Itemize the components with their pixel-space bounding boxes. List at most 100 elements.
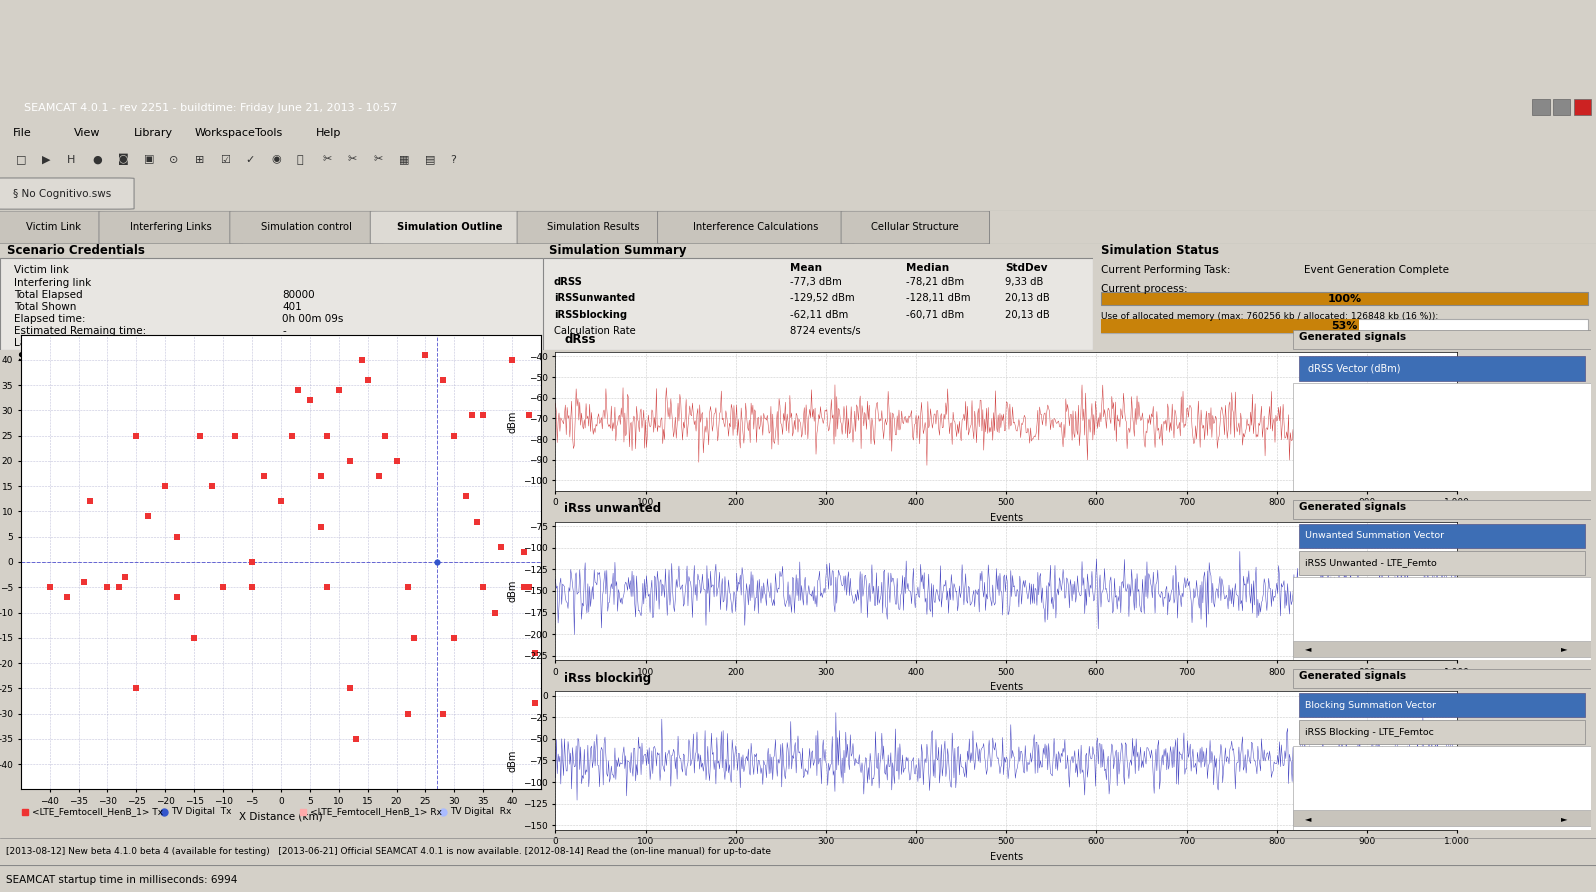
Point: [136, 509, 161, 524]
Text: Interference Calculations: Interference Calculations: [693, 222, 819, 232]
Text: iRSSblocking: iRSSblocking: [554, 310, 627, 319]
Bar: [1299, 721, 1585, 745]
Point: [383, 454, 409, 468]
Bar: [1293, 810, 1591, 826]
Text: Library: Library: [134, 128, 174, 137]
Text: ◉: ◉: [271, 154, 281, 165]
Text: iRSS Blocking - LTE_Femtoc: iRSS Blocking - LTE_Femtoc: [1304, 728, 1433, 737]
Point: [326, 383, 351, 397]
Text: Workspace: Workspace: [195, 128, 255, 137]
Text: -60,71 dBm: -60,71 dBm: [907, 310, 964, 319]
Point: [286, 383, 311, 397]
Text: Tools: Tools: [255, 128, 282, 137]
Text: ☑: ☑: [220, 154, 230, 165]
Bar: [1293, 500, 1591, 519]
Text: 80000: 80000: [282, 290, 314, 300]
Text: § No Cognitivo.sws: § No Cognitivo.sws: [13, 188, 112, 199]
Point: [182, 631, 207, 645]
Point: [396, 580, 421, 594]
Text: Interfering link: Interfering link: [13, 277, 91, 287]
Text: -129,52 dBm: -129,52 dBm: [790, 293, 855, 303]
Bar: [1299, 551, 1585, 575]
Text: 0h 00m 09s: 0h 00m 09s: [282, 314, 343, 324]
Point: [54, 591, 80, 605]
Point: [471, 580, 496, 594]
Point: [522, 697, 547, 711]
Text: View: View: [73, 128, 101, 137]
Point: [429, 706, 455, 721]
Text: ▤: ▤: [425, 154, 436, 165]
Point: [337, 681, 362, 696]
Bar: [1299, 524, 1585, 548]
Text: Cellular Structure: Cellular Structure: [871, 222, 959, 232]
Point: [522, 646, 547, 660]
Point: [187, 428, 212, 442]
FancyBboxPatch shape: [370, 211, 530, 244]
Text: 401: 401: [282, 301, 302, 312]
FancyBboxPatch shape: [0, 258, 543, 350]
Text: ✓: ✓: [246, 154, 255, 165]
Point: [279, 428, 305, 442]
Text: -: -: [282, 326, 286, 336]
FancyBboxPatch shape: [517, 211, 670, 244]
Bar: [1553, 99, 1570, 115]
Y-axis label: dBm: dBm: [508, 580, 517, 602]
Point: [314, 580, 340, 594]
Point: [123, 681, 148, 696]
FancyBboxPatch shape: [99, 211, 243, 244]
Bar: [1293, 746, 1591, 830]
Text: StdDev: StdDev: [1005, 263, 1047, 273]
Text: Mean: Mean: [790, 263, 822, 273]
Point: [511, 580, 536, 594]
Point: [482, 606, 508, 620]
Point: [442, 631, 468, 645]
Bar: [1299, 693, 1585, 717]
Point: [308, 469, 334, 483]
Text: ⬛: ⬛: [297, 154, 303, 165]
Text: 100%: 100%: [1328, 293, 1361, 303]
Point: [112, 570, 137, 584]
Point: [425, 555, 450, 569]
Text: ◄: ◄: [1304, 814, 1312, 822]
Point: [401, 631, 426, 645]
Bar: [1101, 292, 1588, 305]
Point: [350, 352, 375, 367]
Text: Use of allocated memory (max: 760256 kb / allocated: 126848 kb (16 %)):: Use of allocated memory (max: 760256 kb …: [1101, 312, 1438, 321]
Text: 9,33 dB: 9,33 dB: [1005, 277, 1044, 287]
Text: □: □: [16, 154, 27, 165]
Text: dRSS: dRSS: [554, 277, 583, 287]
Text: 8724 events/s: 8724 events/s: [790, 326, 862, 336]
Text: Simulation control: Simulation control: [262, 222, 351, 232]
Point: [239, 555, 265, 569]
Point: [164, 591, 190, 605]
Text: Generated signals: Generated signals: [1299, 332, 1406, 343]
Bar: [1101, 319, 1360, 333]
Point: [488, 540, 514, 554]
Text: Victim link: Victim link: [13, 266, 69, 276]
Text: ●: ●: [93, 154, 102, 165]
Y-axis label: dBm: dBm: [508, 749, 517, 772]
FancyBboxPatch shape: [0, 178, 134, 209]
Text: Help: Help: [316, 128, 342, 137]
Point: [37, 580, 62, 594]
Text: Victim Link: Victim Link: [26, 222, 81, 232]
Text: ?: ?: [450, 154, 456, 165]
FancyBboxPatch shape: [658, 211, 854, 244]
Point: [343, 731, 369, 746]
Text: ▣: ▣: [144, 154, 155, 165]
Text: Simulation Outline: Simulation Outline: [397, 222, 503, 232]
Point: [511, 545, 536, 559]
Point: [396, 706, 421, 721]
Point: [77, 494, 102, 508]
Point: [251, 469, 276, 483]
Point: [500, 352, 525, 367]
Bar: [1101, 319, 1588, 333]
Point: [314, 428, 340, 442]
Text: TV Digital  Tx: TV Digital Tx: [171, 807, 231, 816]
Text: ✂: ✂: [373, 154, 383, 165]
Text: -77,3 dBm: -77,3 dBm: [790, 277, 843, 287]
Bar: [1293, 330, 1591, 350]
FancyBboxPatch shape: [543, 258, 1093, 350]
Point: [239, 580, 265, 594]
Bar: [1293, 640, 1591, 657]
